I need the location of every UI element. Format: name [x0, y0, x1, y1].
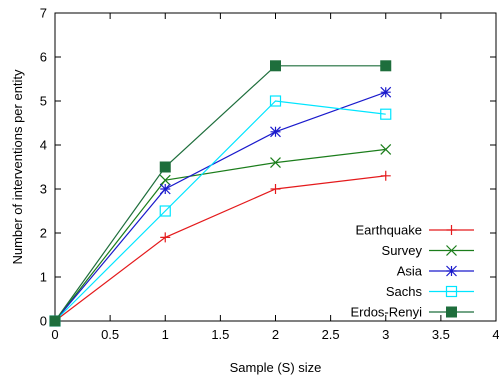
axis-ticks: 0 0.5 1 1.5 2 2.5 3 3.5 4 0 1 2 3 4 5 6 7 [40, 6, 499, 343]
x-tick-label: 3 [382, 327, 389, 342]
data-point [380, 170, 391, 181]
data-point [270, 157, 281, 169]
data-point [49, 315, 61, 327]
legend-item: Asia [397, 264, 474, 279]
y-tick-label: 1 [40, 270, 47, 285]
data-point [159, 183, 171, 195]
legend-item: Erdos-Renyi [350, 305, 474, 320]
series-line [54, 100, 386, 322]
data-point [270, 60, 281, 72]
y-tick-label: 6 [40, 50, 47, 65]
y-axis-label: Number of interventions per entity [10, 69, 25, 265]
data-point [270, 184, 281, 194]
legend-item: Earthquake [356, 223, 474, 238]
legend-item: Sachs [386, 284, 474, 299]
series-sachs [49, 95, 392, 327]
x-tick-label: 3.5 [432, 327, 450, 342]
legend-label: Asia [397, 264, 423, 279]
legend: Earthquake Survey Asia Sachs Erdos-Renyi [350, 223, 474, 320]
y-tick-label: 0 [40, 314, 47, 329]
data-point [269, 95, 282, 107]
data-point [446, 306, 457, 318]
y-tick-label: 2 [40, 226, 47, 241]
plot-frame [54, 12, 497, 322]
series-layer [49, 60, 392, 327]
data-point [446, 245, 457, 256]
legend-label: Earthquake [356, 223, 423, 238]
x-tick-label: 1.5 [211, 327, 229, 342]
series-line [54, 65, 386, 322]
x-tick-label: 1 [162, 327, 169, 342]
legend-label: Sachs [386, 284, 423, 299]
x-tick-label: 2.5 [322, 327, 340, 342]
x-tick-label: 4 [492, 327, 499, 342]
data-point [380, 108, 392, 120]
x-tick-label: 0.5 [101, 327, 119, 342]
y-tick-label: 5 [40, 94, 47, 109]
data-point [380, 86, 392, 98]
series-survey [49, 143, 392, 327]
series-earthquake [50, 170, 391, 326]
data-point [446, 265, 457, 277]
data-point [159, 205, 171, 217]
series-erdos-renyi [49, 60, 392, 327]
data-point [445, 285, 458, 298]
data-point [446, 225, 457, 235]
series-asia [49, 86, 392, 327]
legend-label: Erdos-Renyi [350, 305, 422, 320]
series-line [54, 148, 386, 322]
x-tick-label: 0 [51, 327, 58, 342]
legend-label: Survey [382, 243, 423, 258]
series-line [54, 91, 386, 322]
legend-item: Survey [382, 243, 474, 258]
data-point [380, 143, 392, 155]
data-point [270, 126, 281, 138]
y-tick-label: 3 [40, 182, 47, 197]
x-tick-label: 2 [272, 327, 279, 342]
data-point [160, 232, 171, 243]
x-axis-label: Sample (S) size [230, 360, 322, 375]
data-point [159, 174, 171, 186]
series-line [54, 175, 386, 322]
data-point [159, 161, 171, 173]
y-tick-label: 4 [40, 138, 47, 153]
data-point [380, 60, 392, 72]
y-tick-label: 7 [40, 6, 47, 21]
